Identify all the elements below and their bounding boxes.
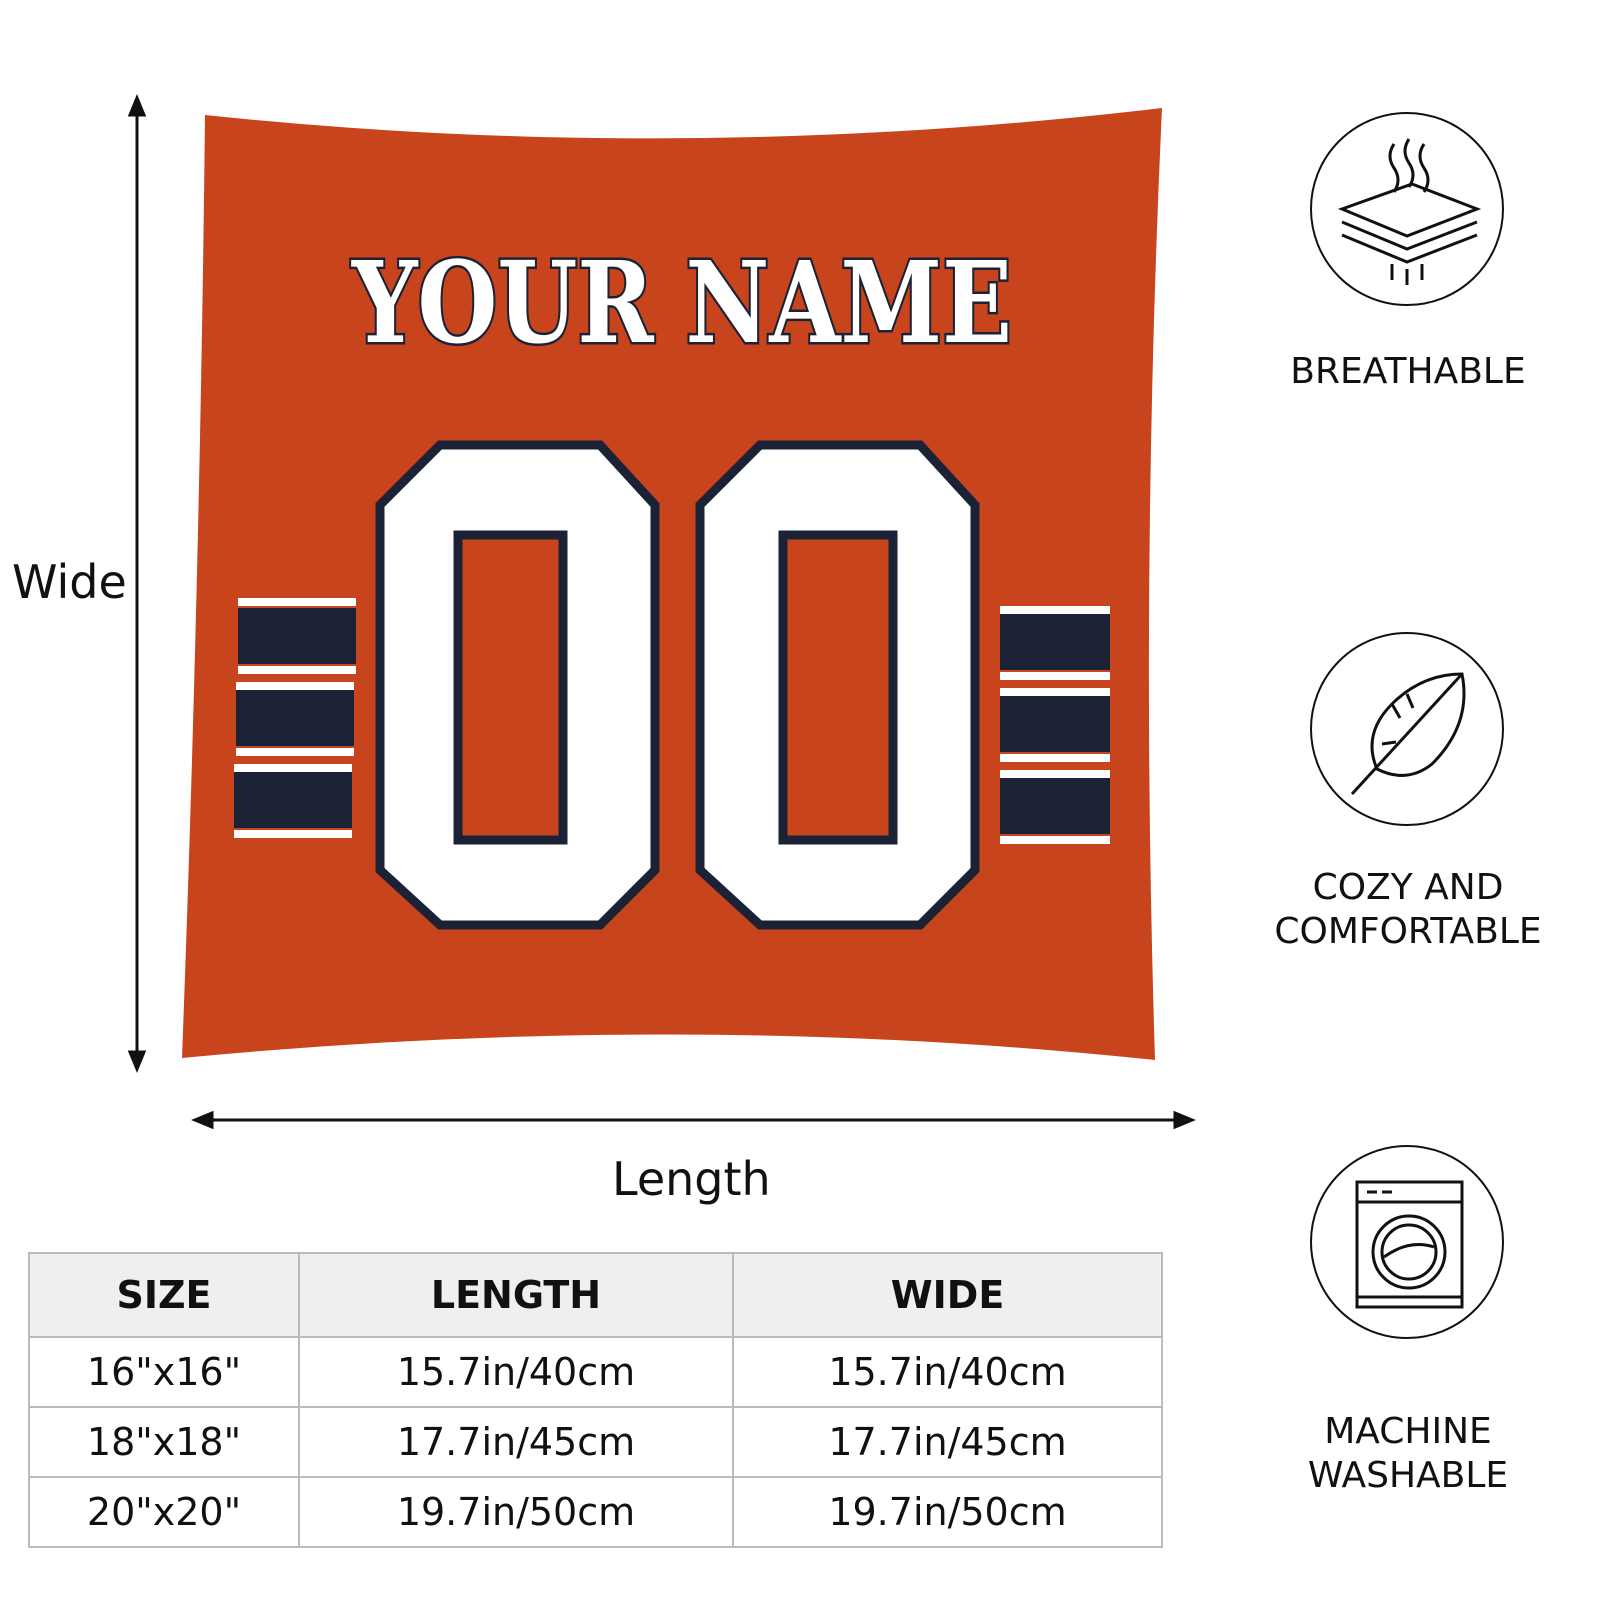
- header-wide: WIDE: [732, 1252, 1163, 1338]
- cell-length: 17.7in/45cm: [298, 1406, 734, 1478]
- cell-wide: 15.7in/40cm: [732, 1336, 1163, 1408]
- cell-size: 20"x20": [28, 1476, 300, 1548]
- length-label: Length: [612, 1152, 771, 1206]
- breathable-layers-icon: [1310, 112, 1504, 306]
- table-header-row: SIZE LENGTH WIDE: [28, 1252, 1163, 1338]
- cell-wide: 17.7in/45cm: [732, 1406, 1163, 1478]
- left-stripes: [234, 598, 356, 838]
- feature-label-cozy: COZY AND COMFORTABLE: [1274, 867, 1542, 952]
- cell-size: 16"x16": [28, 1336, 300, 1408]
- wide-label: Wide: [12, 555, 127, 609]
- cell-length: 19.7in/50cm: [298, 1476, 734, 1548]
- header-size: SIZE: [28, 1252, 300, 1338]
- number-zero-left: [375, 440, 660, 930]
- feature-label-washable: MACHINE WASHABLE: [1307, 1411, 1509, 1496]
- wide-arrow: [127, 94, 147, 1073]
- table-row: 20"x20" 19.7in/50cm 19.7in/50cm: [28, 1476, 1163, 1548]
- cell-length: 15.7in/40cm: [298, 1336, 734, 1408]
- size-table: SIZE LENGTH WIDE 16"x16" 15.7in/40cm 15.…: [28, 1252, 1163, 1548]
- table-row: 16"x16" 15.7in/40cm 15.7in/40cm: [28, 1336, 1163, 1408]
- number-zero-right: [695, 440, 980, 930]
- feather-icon: [1310, 632, 1504, 826]
- length-arrow: [191, 1110, 1196, 1130]
- header-length: LENGTH: [298, 1252, 734, 1338]
- jersey-name: YOUR NAME: [351, 238, 1012, 369]
- feature-label-breathable: BREATHABLE: [1290, 351, 1526, 392]
- table-row: 18"x18" 17.7in/45cm 17.7in/45cm: [28, 1406, 1163, 1478]
- cell-wide: 19.7in/50cm: [732, 1476, 1163, 1548]
- washing-machine-icon: [1310, 1145, 1504, 1339]
- right-stripes: [1000, 606, 1110, 844]
- cell-size: 18"x18": [28, 1406, 300, 1478]
